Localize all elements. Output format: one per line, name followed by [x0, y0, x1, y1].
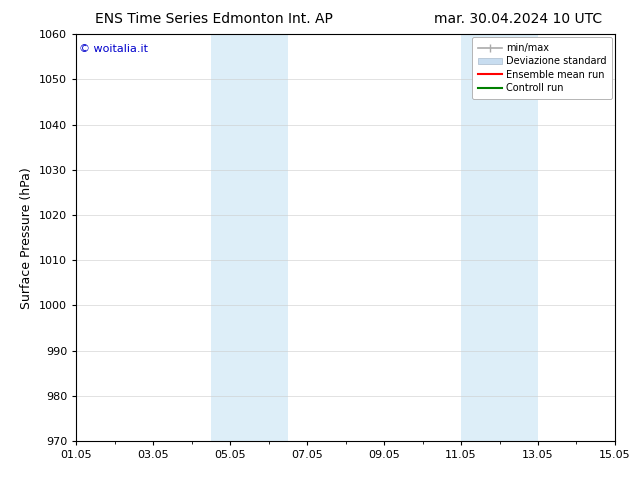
Legend: min/max, Deviazione standard, Ensemble mean run, Controll run: min/max, Deviazione standard, Ensemble m…	[472, 37, 612, 99]
Text: mar. 30.04.2024 10 UTC: mar. 30.04.2024 10 UTC	[434, 12, 602, 26]
Y-axis label: Surface Pressure (hPa): Surface Pressure (hPa)	[20, 167, 34, 309]
Bar	[461, 34, 538, 441]
Bar	[210, 34, 288, 441]
Text: ENS Time Series Edmonton Int. AP: ENS Time Series Edmonton Int. AP	[95, 12, 333, 26]
Text: © woitalia.it: © woitalia.it	[79, 45, 148, 54]
